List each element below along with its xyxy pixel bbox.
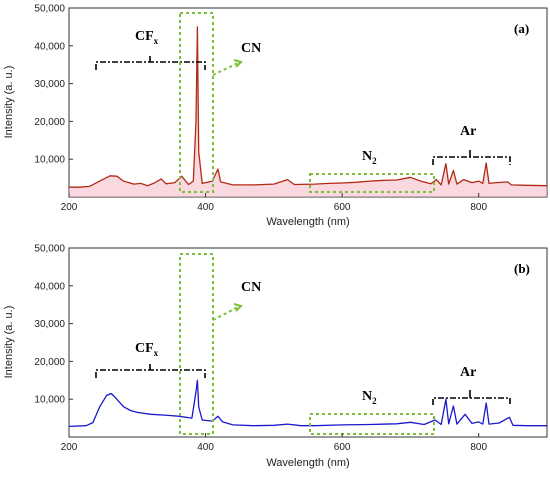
annotation-layer: CFx CN N2 Ar	[95, 253, 511, 435]
x-tick-label: 200	[61, 202, 78, 213]
spectrum-fill	[69, 26, 547, 198]
cn-arrowhead	[233, 303, 243, 312]
ar-bracket	[432, 397, 511, 405]
y-axis-title: Intensity (a. u.)	[3, 66, 15, 139]
cn-box	[179, 253, 214, 435]
plot-frame	[68, 247, 548, 438]
y-axis-title: Intensity (a. u.)	[3, 306, 15, 379]
cn-arrowhead	[233, 59, 243, 68]
cn-arrow	[212, 306, 239, 321]
y-tick-label: 30,000	[34, 319, 65, 330]
y-tick-label: 20,000	[34, 117, 65, 128]
cfx-bracket	[95, 61, 206, 70]
x-tick-label: 800	[470, 442, 487, 453]
cn-box	[179, 12, 214, 193]
spectrum-line	[68, 379, 547, 428]
y-tick-label: 50,000	[34, 244, 65, 255]
annotation-ar: Ar	[460, 365, 476, 380]
y-tick-label: 10,000	[34, 155, 65, 166]
chart-panel-b: CFx CN N2 Ar (b) Wavelength (nm) Intensi…	[3, 244, 548, 469]
x-tick-label: 200	[61, 442, 78, 453]
cfx-bracket	[95, 369, 206, 378]
cn-arrow	[212, 62, 239, 76]
annotation-layer: CFx CN N2 Ar	[95, 12, 511, 193]
panel-label: (a)	[514, 21, 529, 36]
y-tick-label: 40,000	[34, 281, 65, 292]
x-tick-label: 800	[470, 202, 487, 213]
n2-box	[309, 173, 435, 193]
annotation-cfx: CFx	[135, 341, 159, 358]
annotation-cn: CN	[241, 41, 261, 56]
y-tick-label: 50,000	[34, 4, 65, 15]
x-tick-label: 400	[197, 442, 214, 453]
annotation-ar: Ar	[460, 124, 476, 139]
x-tick-label: 600	[334, 202, 351, 213]
annotation-cfx: CFx	[135, 29, 159, 46]
x-tick-label: 600	[334, 442, 351, 453]
spectrum-line	[69, 26, 548, 188]
x-tick-label: 400	[197, 202, 214, 213]
y-tick-label: 20,000	[34, 357, 65, 368]
x-axis-title: Wavelength (nm)	[266, 216, 349, 228]
y-tick-label: 30,000	[34, 79, 65, 90]
y-tick-label: 10,000	[34, 395, 65, 406]
n2-box	[309, 413, 435, 435]
annotation-n2: N2	[362, 389, 377, 406]
panel-label: (b)	[514, 261, 530, 276]
ar-bracket	[432, 156, 511, 165]
annotation-n2: N2	[362, 149, 377, 166]
x-axis-title: Wavelength (nm)	[266, 457, 349, 469]
chart-panel-a: CFx CN N2 Ar (a) Wavelength (nm) Intensi…	[3, 4, 548, 228]
y-tick-label: 40,000	[34, 41, 65, 52]
annotation-cn: CN	[241, 280, 261, 295]
